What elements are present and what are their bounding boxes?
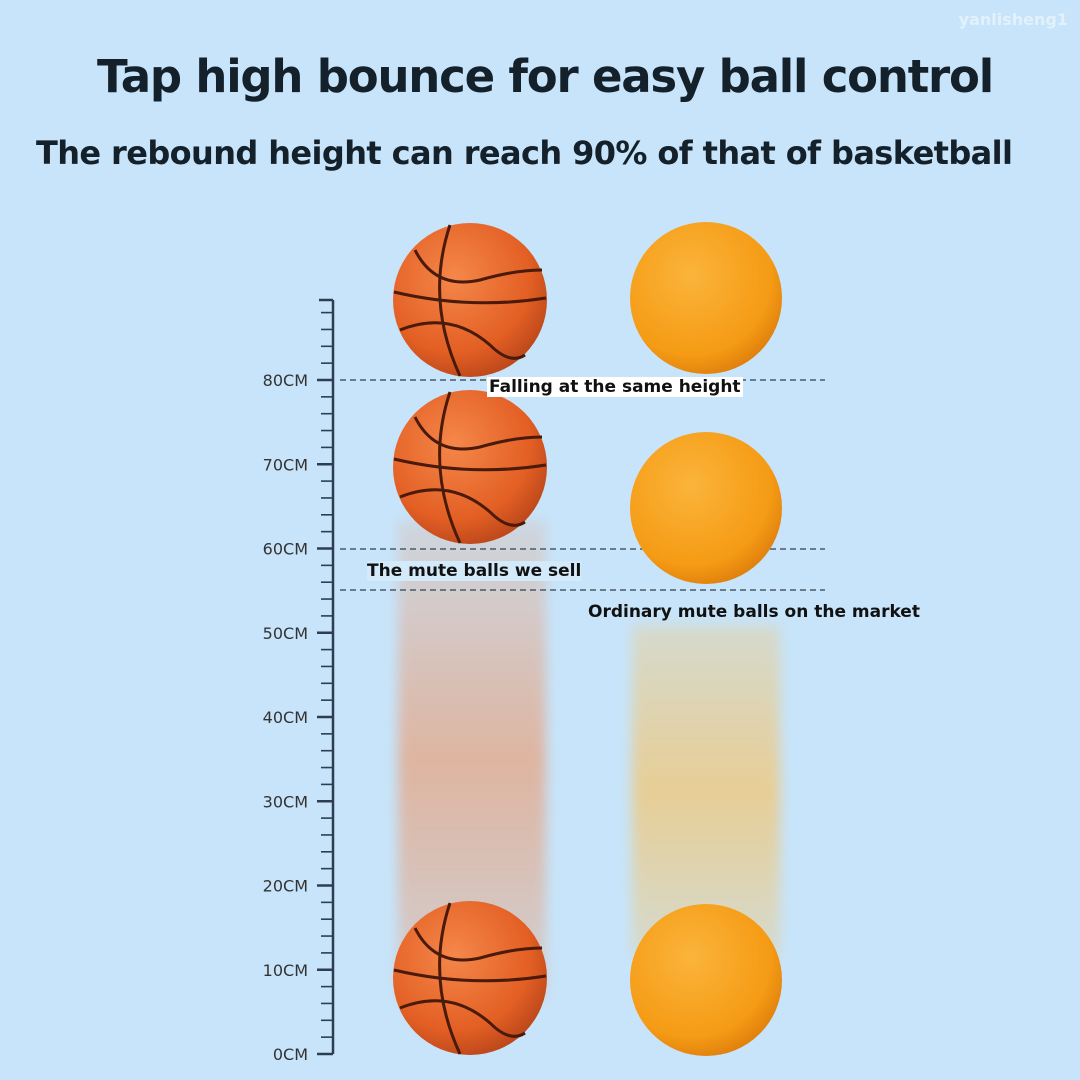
ruler-label: 30CM bbox=[263, 792, 308, 811]
ruler-label: 80CM bbox=[263, 371, 308, 390]
orange-ball-ground-position bbox=[630, 904, 782, 1056]
ruler: 0CM 10CM 20CM 30CM 40CM 50CM 60CM 70CM 80CM bbox=[263, 298, 335, 1064]
ruler-label: 70CM bbox=[263, 455, 308, 474]
basketball-ground-position bbox=[391, 899, 549, 1057]
headline: Tap high bounce for easy ball control bbox=[97, 50, 994, 103]
ruler-label: 40CM bbox=[263, 708, 308, 727]
ruler-label: 20CM bbox=[263, 877, 308, 896]
ruler-label: 50CM bbox=[263, 624, 308, 643]
basketball-rebound-position bbox=[391, 388, 549, 546]
ruler-label: 0CM bbox=[273, 1045, 308, 1064]
ordinary-balls-label: Ordinary mute balls on the market bbox=[588, 602, 920, 622]
falling-same-height-label: Falling at the same height bbox=[487, 377, 743, 397]
ruler-label: 60CM bbox=[263, 540, 308, 559]
orange-ball-motion-trail bbox=[632, 625, 780, 955]
subheadline: The rebound height can reach 90% of that… bbox=[36, 134, 1013, 172]
orange-ball-rebound-position bbox=[630, 432, 782, 584]
our-balls-label: The mute balls we sell bbox=[367, 561, 582, 581]
orange-ball-drop-position bbox=[630, 222, 782, 374]
ruler-label: 10CM bbox=[263, 961, 308, 980]
watermark: yanlisheng1 bbox=[958, 10, 1068, 29]
basketball-drop-position bbox=[391, 221, 549, 379]
